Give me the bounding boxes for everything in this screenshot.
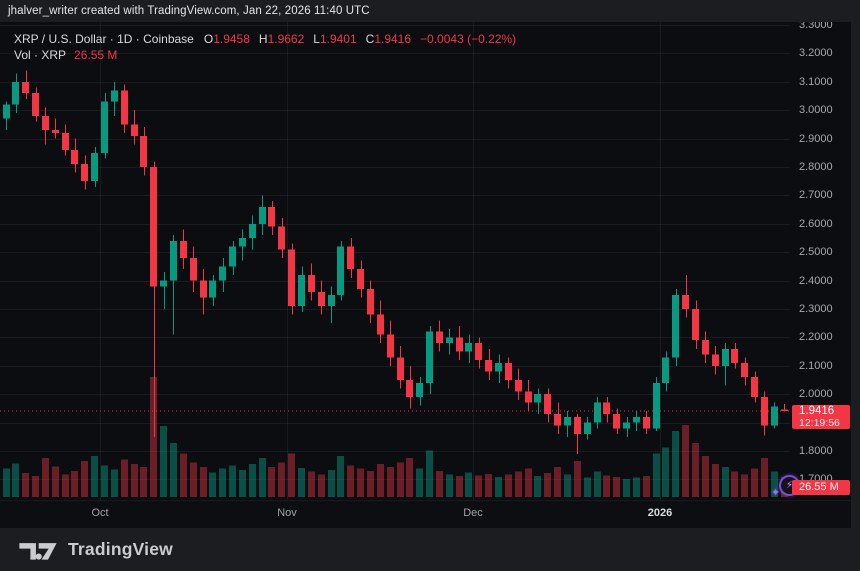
price-change: −0.0043 (−0.22%) [420, 32, 517, 46]
ohlc-close: C1.9416 [365, 32, 412, 46]
tradingview-wordmark[interactable]: TradingView [68, 539, 173, 559]
chart-panel[interactable]: XRP / U.S. Dollar · 1D · Coinbase O1.945… [0, 22, 851, 528]
price-tick-label: 3.0000 [799, 104, 833, 117]
volume-value: 26.55 M [74, 48, 118, 62]
price-tick-label: 2.1000 [799, 359, 833, 372]
price-tick-label: 2.9000 [799, 132, 833, 145]
price-tick-label: 2.5000 [799, 246, 833, 259]
bar-countdown: 12:19:56 [799, 416, 840, 429]
time-axis[interactable]: Oct Nov Dec 2026 [0, 500, 851, 528]
price-tick-label: 3.3000 [799, 22, 833, 31]
attribution-bar: jhalver_writer created with TradingView.… [0, 0, 860, 22]
volume-layer [3, 377, 788, 497]
price-tick-label: 2.8000 [799, 161, 833, 173]
last-price-badge: 1.9416 12:19:56 [792, 405, 850, 429]
price-tick-label: 2.6000 [799, 217, 833, 230]
ohlc-low: L1.9401 [313, 32, 357, 46]
attribution-text: jhalver_writer created with TradingView.… [8, 5, 370, 17]
sparkle-star-icon: ✦ [771, 487, 781, 499]
footer-bar: TradingView [0, 528, 860, 571]
price-tick-label: 3.1000 [799, 75, 833, 88]
last-price-value: 1.9416 [799, 405, 835, 417]
time-axis-label-2026: 2026 [647, 507, 673, 519]
price-tick-label: 3.2000 [799, 47, 833, 60]
price-tick-label: 2.7000 [799, 189, 833, 202]
time-axis-label-oct: Oct [91, 507, 109, 519]
legend-symbol-row: XRP / U.S. Dollar · 1D · Coinbase O1.945… [14, 31, 516, 47]
tradingview-logo-icon[interactable] [18, 537, 58, 563]
price-chart-canvas[interactable] [0, 22, 790, 500]
volume-axis-badge: 26.55 M [792, 480, 850, 495]
grid-layer [0, 22, 790, 500]
chart-legend: XRP / U.S. Dollar · 1D · Coinbase O1.945… [14, 31, 516, 63]
price-tick-label: 1.8000 [799, 445, 833, 457]
ohlc-open: O1.9458 [203, 32, 250, 46]
time-axis-label-dec: Dec [463, 507, 483, 519]
candles-layer [3, 70, 788, 454]
legend-volume-row: Vol · XRP 26.55 M [14, 47, 516, 63]
ohlc-high: H1.9662 [258, 32, 305, 46]
price-tick-label: 2.0000 [799, 388, 833, 401]
price-tick-label: 2.3000 [799, 303, 833, 315]
volume-label: Vol · XRP [14, 48, 67, 62]
symbol-title: XRP / U.S. Dollar · 1D · Coinbase [14, 32, 194, 46]
time-axis-label-nov: Nov [277, 507, 297, 519]
price-tick-label: 2.4000 [799, 274, 833, 287]
price-tick-label: 2.2000 [799, 331, 833, 344]
